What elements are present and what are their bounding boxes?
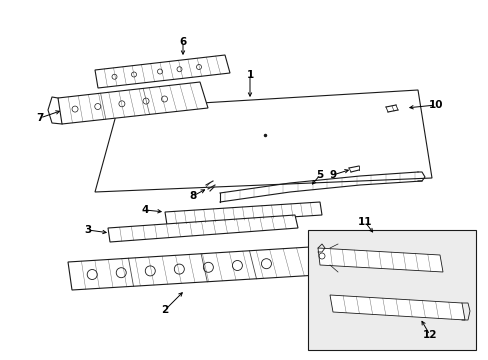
- Text: 4: 4: [141, 205, 148, 215]
- Polygon shape: [108, 215, 297, 242]
- Text: 1: 1: [246, 70, 253, 80]
- Text: 3: 3: [84, 225, 91, 235]
- Text: 10: 10: [428, 100, 442, 110]
- Text: 5: 5: [316, 170, 323, 180]
- Polygon shape: [164, 202, 321, 225]
- Text: 8: 8: [189, 191, 196, 201]
- Polygon shape: [317, 248, 442, 272]
- Polygon shape: [95, 55, 229, 88]
- Polygon shape: [58, 82, 207, 124]
- Text: 2: 2: [161, 305, 168, 315]
- Polygon shape: [68, 247, 317, 290]
- Text: 6: 6: [179, 37, 186, 47]
- Text: 11: 11: [357, 217, 371, 227]
- Polygon shape: [329, 295, 464, 320]
- Text: 7: 7: [36, 113, 43, 123]
- Text: 9: 9: [329, 170, 336, 180]
- Polygon shape: [95, 90, 431, 192]
- Text: 12: 12: [422, 330, 436, 340]
- Bar: [307, 230, 475, 350]
